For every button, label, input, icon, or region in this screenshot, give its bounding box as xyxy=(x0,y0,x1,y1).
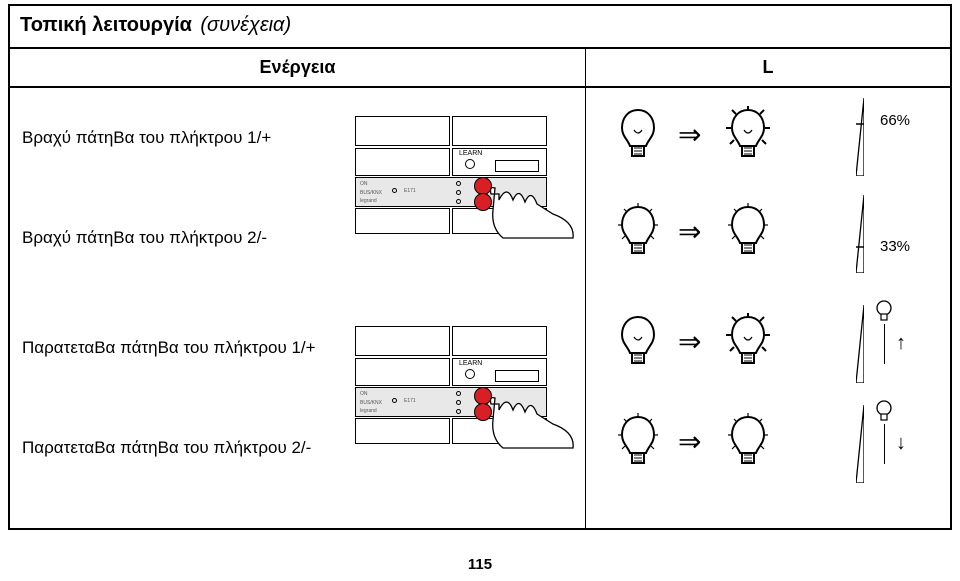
module-slot xyxy=(355,148,450,176)
bulb-off-icon xyxy=(616,106,660,166)
row4-label: ΠαρατεταΒα πάτηΒα του πλήκτρου 2/- xyxy=(22,438,311,458)
vline-icon xyxy=(884,424,885,464)
vline-icon xyxy=(884,324,885,364)
title-main: Τοπική λειτουργία xyxy=(20,14,192,36)
body-row: Βραχύ πάτηΒα του πλήκτρου 1/+ Βραχύ πάτη… xyxy=(10,88,950,528)
led-icon xyxy=(456,190,461,195)
header-row: Ενέργεια L xyxy=(10,49,950,88)
pct-66: 66% xyxy=(880,112,910,129)
module-slot xyxy=(355,358,450,386)
arrow-icon: ⇒ xyxy=(678,215,701,248)
title-row: Τοπική λειτουργία (συνέχεια) xyxy=(10,6,950,49)
row2-label: Βραχύ πάτηΒα του πλήκτρου 2/- xyxy=(22,228,267,248)
result-column: ⇒ 66% xyxy=(586,88,950,528)
bulb-on-icon xyxy=(726,106,770,166)
slider-icon xyxy=(856,98,864,176)
title-cont: (συνέχεια) xyxy=(200,14,291,36)
bulb-dim-icon xyxy=(726,413,770,473)
page-frame: Τοπική λειτουργία (συνέχεια) Ενέργεια L … xyxy=(8,4,952,530)
panel-text: BUS/KNX xyxy=(360,190,382,196)
panel-text: BUS/KNX xyxy=(360,400,382,406)
module-slot xyxy=(452,116,547,146)
led-icon xyxy=(392,398,397,403)
page-number: 115 xyxy=(0,556,960,573)
module-slot xyxy=(452,326,547,356)
connector-slot-icon xyxy=(495,370,539,382)
hand-icon xyxy=(485,390,575,450)
panel-text: ON xyxy=(360,181,368,187)
device-illustration-1: LEARN ON BUS/KNX legrand E171 xyxy=(355,116,550,236)
panel-text: E171 xyxy=(404,188,416,194)
panel-text: legrand xyxy=(360,408,377,414)
bulb-on-icon xyxy=(726,313,770,373)
header-L: L xyxy=(586,49,950,86)
connector-slot-icon xyxy=(495,160,539,172)
led-icon xyxy=(456,409,461,414)
led-icon xyxy=(456,181,461,186)
slider-icon xyxy=(856,305,864,383)
bulb-dim-icon xyxy=(616,413,660,473)
learn-label: LEARN xyxy=(459,360,482,367)
module-slot xyxy=(355,208,450,234)
led-icon xyxy=(456,199,461,204)
device-illustration-2: LEARN ON BUS/KNX legrand E171 xyxy=(355,326,550,446)
row1-label: Βραχύ πάτηΒα του πλήκτρου 1/+ xyxy=(22,128,271,148)
arrow-icon: ⇒ xyxy=(678,118,701,151)
slider-icon xyxy=(856,405,864,483)
panel-text: ON xyxy=(360,391,368,397)
module-slot xyxy=(355,326,450,356)
led-icon xyxy=(456,400,461,405)
header-action: Ενέργεια xyxy=(10,49,586,86)
down-arrow-icon: ↓ xyxy=(896,432,906,455)
row3-label: ΠαρατεταΒα πάτηΒα του πλήκτρου 1/+ xyxy=(22,338,316,358)
slider-icon xyxy=(856,195,864,273)
hand-icon xyxy=(485,180,575,240)
module-slot xyxy=(355,418,450,444)
up-arrow-icon: ↑ xyxy=(896,332,906,355)
learn-hole-icon xyxy=(465,159,475,169)
learn-hole-icon xyxy=(465,369,475,379)
bulb-off-icon xyxy=(616,313,660,373)
panel-text: E171 xyxy=(404,398,416,404)
panel-text: legrand xyxy=(360,198,377,204)
bulb-dim-icon xyxy=(726,203,770,263)
bulb-dim-icon xyxy=(616,203,660,263)
arrow-icon: ⇒ xyxy=(678,425,701,458)
learn-label: LEARN xyxy=(459,150,482,157)
led-icon xyxy=(456,391,461,396)
led-icon xyxy=(392,188,397,193)
actions-column: Βραχύ πάτηΒα του πλήκτρου 1/+ Βραχύ πάτη… xyxy=(10,88,586,528)
module-slot xyxy=(355,116,450,146)
arrow-icon: ⇒ xyxy=(678,325,701,358)
pct-33: 33% xyxy=(880,238,910,255)
